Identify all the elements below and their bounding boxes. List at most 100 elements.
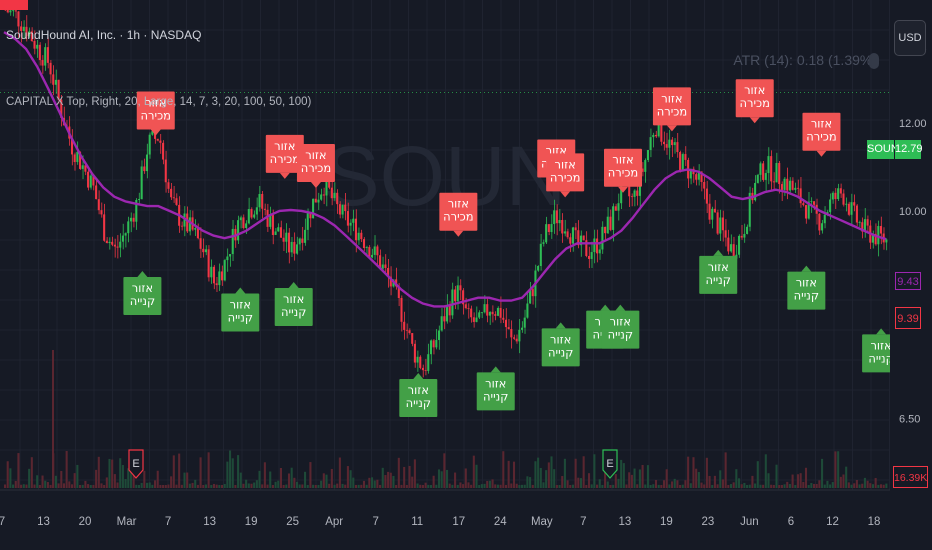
candle-body [346, 211, 349, 226]
volume-bar [703, 484, 706, 488]
candle-body [384, 264, 387, 268]
volume-bar [853, 483, 856, 488]
candle-body [36, 44, 39, 49]
candle-body [740, 235, 743, 238]
candle-body [545, 224, 548, 243]
label-text: קנייה [130, 294, 155, 308]
volume-bar [462, 484, 465, 488]
candle-body [467, 308, 470, 309]
candle-body [306, 213, 309, 230]
candle-body [604, 226, 607, 234]
volume-bar [411, 476, 414, 488]
candle-body [298, 238, 301, 245]
candle-body [9, 10, 12, 13]
volume-bar [255, 480, 258, 488]
label-pointer [876, 328, 887, 335]
candle-body [204, 249, 207, 253]
label-box [546, 153, 585, 192]
volume-bar [376, 479, 379, 488]
candle-body [207, 249, 210, 278]
volume-bar [759, 484, 762, 488]
candle-body [413, 343, 416, 363]
volume-bar [379, 484, 382, 488]
currency-button[interactable]: USD [894, 20, 926, 56]
candle-body [164, 159, 167, 183]
candle-body [558, 220, 561, 224]
volume-bar [652, 484, 655, 488]
atr-toggle[interactable] [869, 53, 879, 69]
volume-bar [617, 478, 620, 488]
candle-body [341, 204, 344, 215]
volume-bar [354, 484, 357, 488]
candle-body [416, 356, 419, 363]
volume-bar [279, 467, 282, 488]
volume-bar [483, 483, 486, 488]
candle-body [617, 203, 620, 211]
candle-body [437, 330, 441, 341]
candle-body [521, 327, 524, 330]
volume-bar [638, 469, 641, 488]
candle-body [194, 228, 197, 230]
candle-body [435, 340, 438, 348]
label-box [604, 148, 642, 187]
volume-bar [405, 484, 408, 488]
volume-bar [427, 484, 430, 488]
volume-bar [237, 455, 240, 488]
volume-bar [459, 482, 462, 488]
label-text: מכירה [270, 152, 300, 166]
candle-body [285, 232, 288, 242]
volume-bar [231, 458, 234, 488]
volume-bar [92, 484, 95, 488]
volume-bar [188, 483, 191, 488]
time-axis[interactable]: 7 13 20 Mar 7 13 19 25 Apr 7 11 17 24 May 7 13 19 23 Jun 6 1… [0, 516, 880, 528]
time-tick: 11 [411, 516, 423, 528]
candle-body [451, 289, 454, 316]
candle-body [515, 338, 518, 342]
volume-bar [510, 483, 513, 488]
candle-body [582, 235, 585, 241]
label-pointer [555, 322, 566, 329]
candle-body [754, 182, 757, 201]
volume-bar [293, 477, 296, 488]
candle-body [81, 165, 84, 169]
volume-bars [4, 350, 888, 488]
candle-body [823, 214, 826, 224]
label-box [802, 112, 841, 151]
candle-body [713, 208, 716, 213]
candle-body [370, 254, 374, 258]
volume-bar [54, 475, 57, 488]
candle-body [411, 333, 414, 344]
candle-body [767, 156, 770, 174]
symbol-header[interactable]: SoundHound AI, Inc. · 1h · NASDAQ [6, 28, 202, 42]
candle-body [510, 329, 513, 338]
volume-bar [365, 484, 368, 488]
candle-body [242, 217, 245, 228]
candle-body [250, 209, 253, 218]
candle-body [33, 40, 36, 49]
volume-bar [812, 483, 816, 488]
volume-bar [234, 484, 237, 488]
volume-bar [531, 484, 534, 488]
volume-bar [526, 476, 529, 488]
candle-body [601, 226, 604, 250]
candle-body [628, 183, 631, 197]
indicator-legend[interactable]: CAPITAL X Top, Right, 20, Large, 14, 7, … [6, 96, 312, 108]
volume-bar [81, 484, 84, 488]
time-tick: 7 [165, 516, 171, 528]
candle-body [810, 201, 813, 203]
candle-body [700, 171, 703, 182]
candle-body [261, 193, 264, 209]
candle-body [293, 241, 296, 254]
candle-body [421, 367, 424, 371]
volume-bar [770, 484, 773, 488]
volume-bar [309, 462, 312, 488]
volume-bar [480, 484, 483, 488]
volume-bar [408, 465, 411, 488]
